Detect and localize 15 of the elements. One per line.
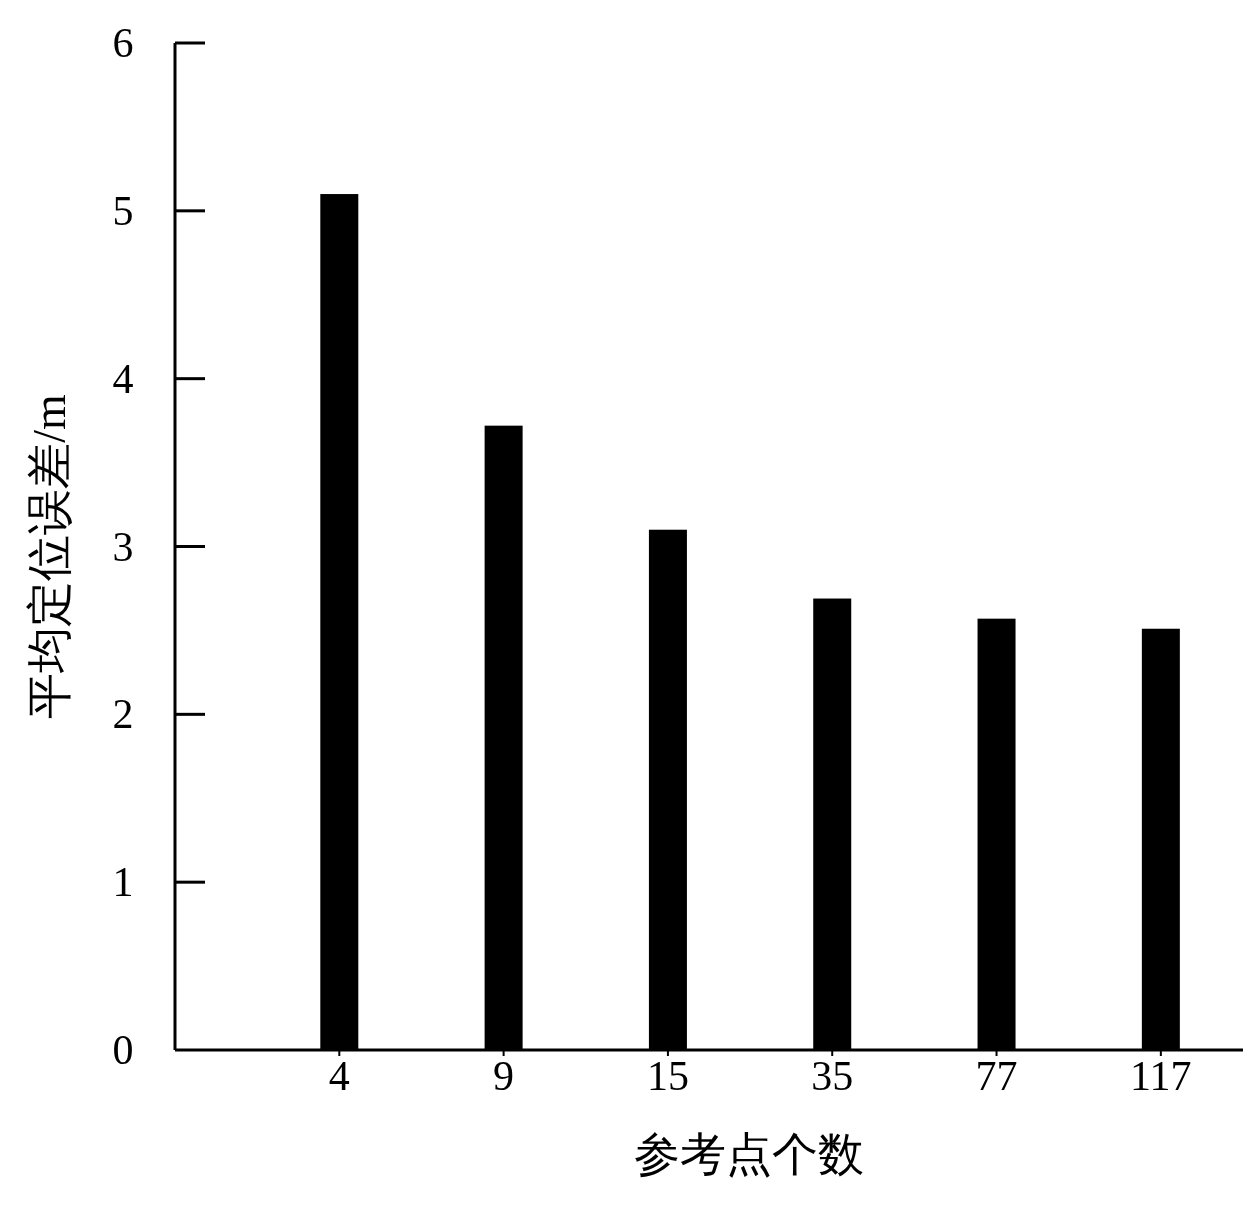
x-tick-label: 35 — [811, 1053, 854, 1099]
y-tick-label: 2 — [112, 691, 134, 738]
x-tick-label: 4 — [328, 1053, 350, 1099]
x-tick-label: 117 — [1130, 1053, 1192, 1099]
x-tick-label: 77 — [975, 1053, 1018, 1099]
y-tick-label: 1 — [112, 859, 134, 906]
y-tick-label: 4 — [112, 355, 134, 402]
y-axis-title: 平均定位误差/m — [24, 394, 75, 719]
y-tick-label: 0 — [112, 1027, 134, 1073]
x-axis-title: 参考点个数 — [634, 1129, 864, 1180]
x-tick-label: 15 — [646, 1053, 689, 1099]
x-tick-label: 9 — [493, 1053, 515, 1099]
y-tick-label: 5 — [112, 187, 134, 234]
y-tick-label: 6 — [112, 20, 134, 66]
y-tick-label: 3 — [112, 523, 134, 570]
